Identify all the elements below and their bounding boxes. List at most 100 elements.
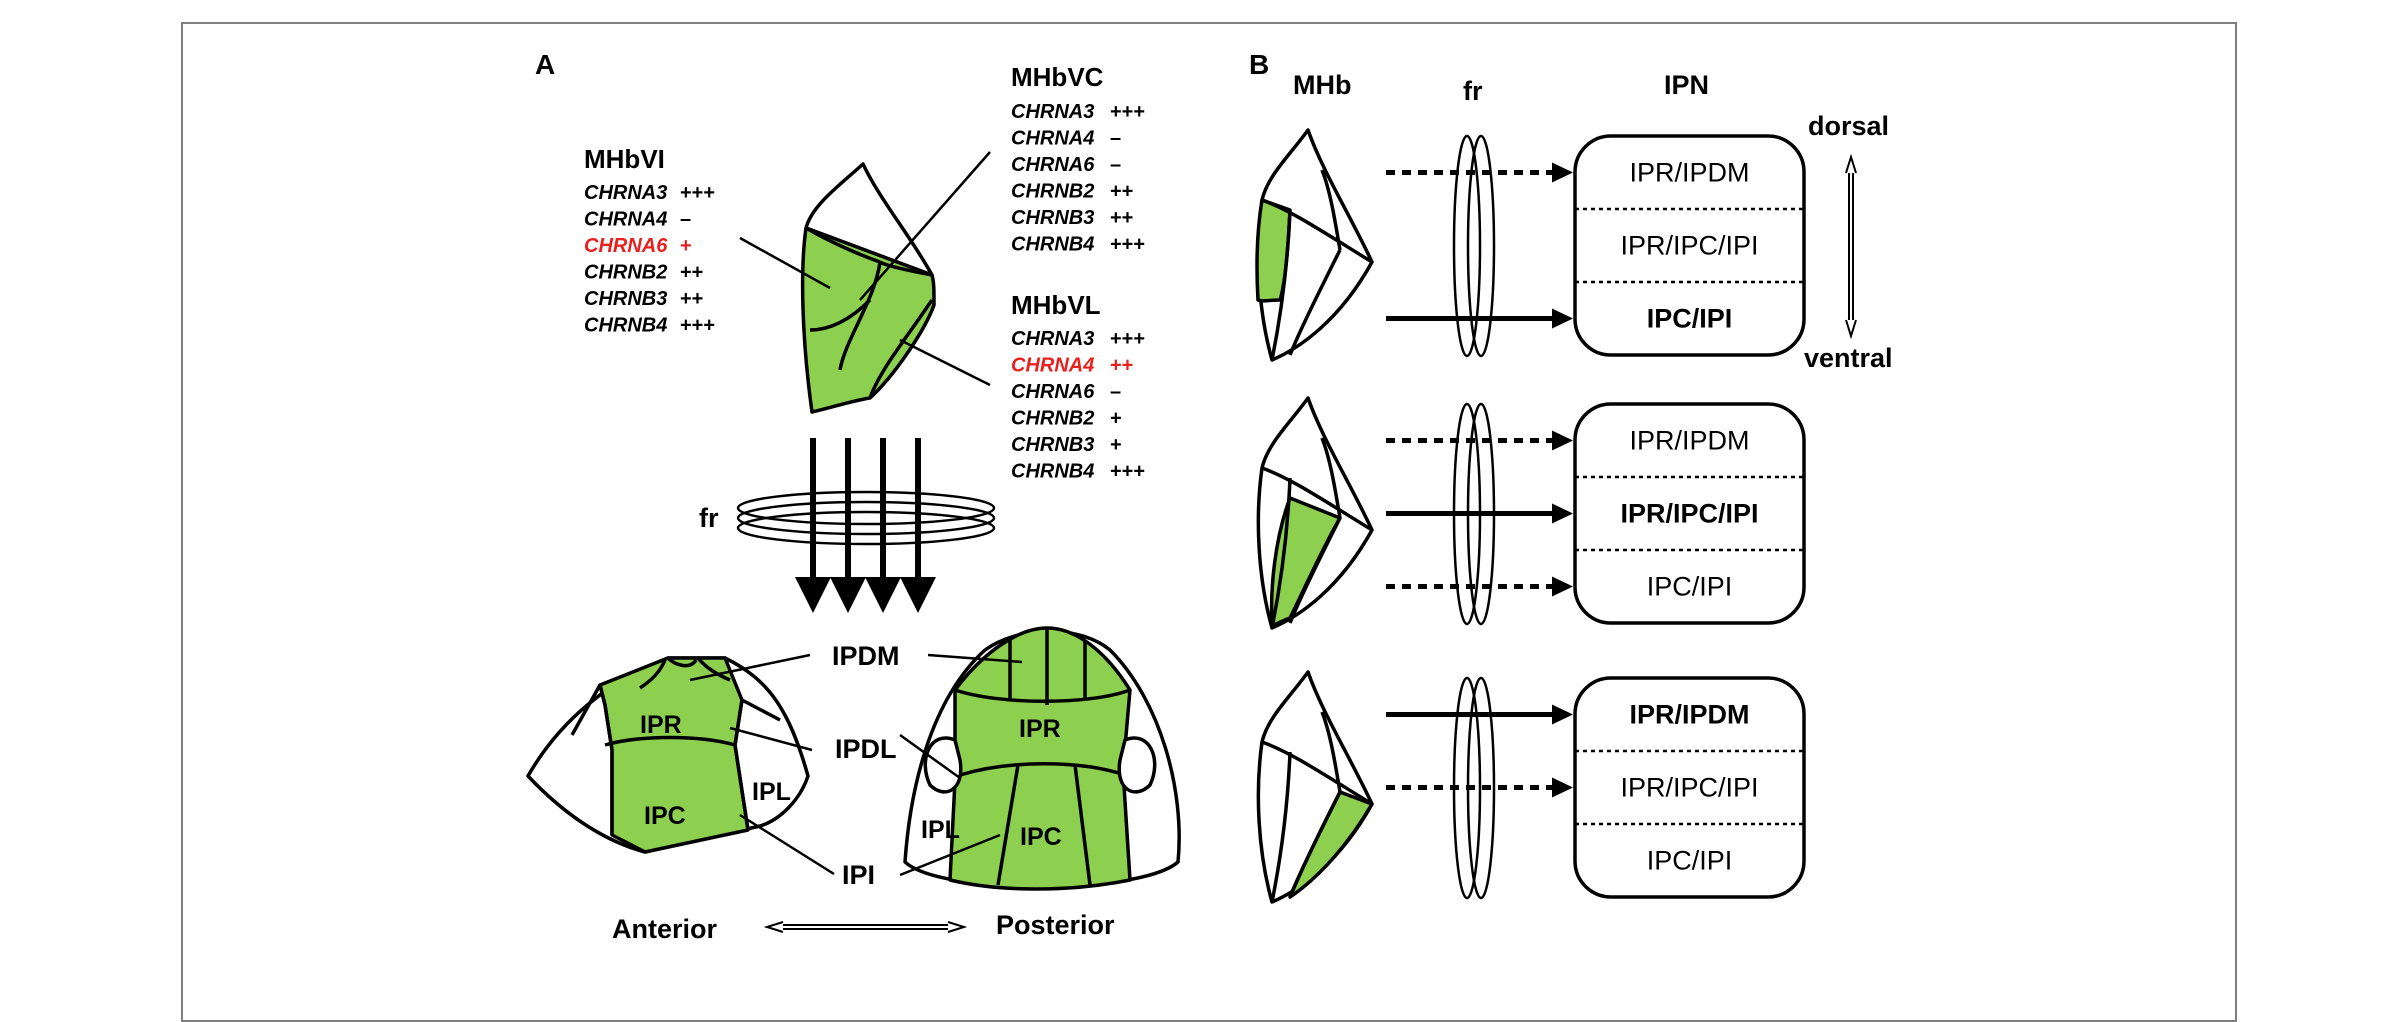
arrowhead-0-1 — [1552, 308, 1573, 329]
mhbvl-level-4: + — [1110, 434, 1122, 456]
ipn-box-1 — [1573, 402, 1806, 625]
mhbvc-level-0: +++ — [1110, 101, 1145, 123]
posterior-label: Posterior — [996, 910, 1115, 940]
mhbvi-title: MHbVI — [584, 144, 665, 174]
ipn-zone-1-0: IPR/IPDM — [1629, 426, 1749, 456]
ipn-zone-1-2: IPC/IPI — [1647, 572, 1733, 602]
dorsal-ventral-arrow — [1845, 153, 1857, 340]
habenula-small-1 — [1256, 396, 1374, 630]
mhbvi-gene-0: CHRNA3 — [584, 182, 667, 204]
ipn-zone-1-1: IPR/IPC/IPI — [1620, 499, 1758, 529]
mhbvc-gene-0: CHRNA3 — [1011, 101, 1094, 123]
mhbvl-level-1: ++ — [1110, 355, 1133, 377]
habenula-small-2 — [1256, 670, 1374, 904]
mhbvc-table: MHbVC CHRNA3 +++CHRNA4 –CHRNA6 –CHRNB2 ++CHR… — [1011, 62, 1145, 256]
ipc-label-anterior: IPC — [644, 802, 686, 830]
ipn-zone-2-2: IPC/IPI — [1647, 846, 1733, 876]
ipr-label-anterior: IPR — [640, 711, 682, 739]
mhbvl-gene-5: CHRNB4 — [1011, 461, 1094, 483]
mhbvl-level-2: – — [1110, 381, 1121, 403]
panel-a-letter: A — [535, 49, 555, 80]
mhbvc-title: MHbVC — [1011, 62, 1104, 92]
mhbvl-gene-1: CHRNA4 — [1011, 355, 1094, 377]
fr-rings-a — [736, 490, 996, 546]
panel-b-row-1: IPR/IPDM IPR/IPC/IPI IPC/IPI — [1256, 396, 1806, 630]
mhbvl-level-3: + — [1110, 408, 1122, 430]
mhbvl-level-0: +++ — [1110, 328, 1145, 350]
arrowhead-2-1 — [1552, 777, 1573, 798]
anterior-posterior-arrow — [763, 921, 968, 933]
figure-canvas: A MHbVI CHRNA3 +++CHRNA4 –CHRNA6 +CHRNB2 ++C… — [526, 49, 1893, 944]
ipdl-label: IPDL — [835, 734, 897, 764]
arrowhead-1-0 — [1552, 430, 1573, 451]
fr-rings-b-0 — [1452, 134, 1496, 358]
mhbvi-level-1: – — [680, 209, 691, 231]
mhbvc-level-4: ++ — [1110, 207, 1133, 229]
ipn-label: IPN — [1664, 70, 1709, 100]
anterior-label: Anterior — [612, 914, 718, 944]
mhbvc-level-5: +++ — [1110, 234, 1145, 256]
ipl-label-posterior: IPL — [921, 816, 960, 844]
arrowhead-2-0 — [1552, 704, 1573, 725]
ipn-zone-0-1: IPR/IPC/IPI — [1620, 231, 1758, 261]
fr-label-a: fr — [699, 503, 719, 533]
panel-b-row-2: IPR/IPDM IPR/IPC/IPI IPC/IPI — [1256, 670, 1806, 904]
mhbvi-gene-1: CHRNA4 — [584, 209, 667, 231]
ipn-box-2 — [1573, 676, 1806, 899]
ipn-leaders — [689, 653, 1023, 877]
panel-b-rows: IPR/IPDMIPR/IPC/IPIIPC/IPIIPR/IPDMIPR/IP… — [1255, 128, 1806, 904]
ipn-box-0 — [1573, 134, 1806, 357]
mhbvi-table: MHbVI CHRNA3 +++CHRNA4 –CHRNA6 +CHRNB2 ++CHR… — [584, 144, 715, 337]
mhbvc-gene-1: CHRNA4 — [1011, 128, 1094, 150]
mhbvi-gene-4: CHRNB3 — [584, 288, 667, 310]
arrowhead-1-2 — [1552, 576, 1573, 597]
mhbvc-rows: CHRNA3 +++CHRNA4 –CHRNA6 –CHRNB2 ++CHRNB3 ++C… — [1011, 101, 1145, 256]
mhbvc-gene-3: CHRNB2 — [1011, 181, 1094, 203]
mhbvi-level-5: +++ — [680, 315, 715, 337]
mhbvc-gene-2: CHRNA6 — [1011, 154, 1095, 176]
mhbvl-gene-0: CHRNA3 — [1011, 328, 1094, 350]
mhbvc-level-2: – — [1110, 154, 1121, 176]
mhbvc-gene-4: CHRNB3 — [1011, 207, 1094, 229]
ipn-zone-0-0: IPR/IPDM — [1629, 158, 1749, 188]
arrowhead-1-1 — [1552, 503, 1573, 524]
fr-label-b: fr — [1463, 76, 1483, 106]
ipdm-label: IPDM — [832, 641, 900, 671]
ipi-label: IPI — [842, 860, 875, 890]
mhbvl-level-5: +++ — [1110, 461, 1145, 483]
dorsal-label: dorsal — [1808, 111, 1889, 141]
mhbvl-rows: CHRNA3 +++ CHRNA4 ++ CHRNA6 –CHRNB2 + CHRNB3 + CH… — [1011, 328, 1145, 483]
mhbvi-level-0: +++ — [680, 182, 715, 204]
mhbvi-gene-2: CHRNA6 — [584, 235, 668, 257]
mhbvi-rows: CHRNA3 +++ CHRNA4 –CHRNA6 + CHRNB2 ++ CHRNB3 ++ C… — [584, 182, 715, 337]
mhbvc-gene-5: CHRNB4 — [1011, 234, 1094, 256]
mhbvl-table: MHbVL CHRNA3 +++CHRNA4 ++CHRNA6 –CHRNB2 +CHR… — [1011, 290, 1145, 483]
ipn-zone-0-2: IPC/IPI — [1647, 304, 1733, 334]
ipn-zone-2-1: IPR/IPC/IPI — [1620, 773, 1758, 803]
arrowhead-0-0 — [1552, 162, 1573, 183]
panel-b-row-0: IPR/IPDM IPR/IPC/IPI IPC/IPI — [1255, 128, 1806, 362]
mhbvl-gene-2: CHRNA6 — [1011, 381, 1095, 403]
mhbvl-gene-4: CHRNB3 — [1011, 434, 1094, 456]
mhbvc-leader — [859, 151, 991, 301]
habenula-small-0 — [1255, 128, 1374, 362]
ipl-label-anterior: IPL — [752, 778, 791, 806]
mhbvi-level-2: + — [680, 235, 692, 257]
mhbvi-gene-5: CHRNB4 — [584, 315, 667, 337]
mhbvi-gene-3: CHRNB2 — [584, 262, 667, 284]
panel-b-letter: B — [1249, 49, 1269, 80]
mhbvi-level-3: ++ — [680, 262, 703, 284]
mhbvc-level-3: ++ — [1110, 181, 1133, 203]
mhbvl-title: MHbVL — [1011, 290, 1101, 320]
ipn-posterior — [903, 626, 1181, 891]
ipr-label-posterior: IPR — [1019, 715, 1061, 743]
ipc-label-posterior: IPC — [1020, 823, 1062, 851]
mhbvi-level-4: ++ — [680, 288, 703, 310]
habenula-large — [800, 162, 936, 414]
mhb-label: MHb — [1293, 70, 1351, 100]
mhbvc-level-1: – — [1110, 128, 1121, 150]
ipn-anterior — [526, 656, 810, 854]
ipn-zone-2-0: IPR/IPDM — [1629, 700, 1749, 730]
mhbvi-leader — [739, 236, 831, 290]
mhbvl-gene-3: CHRNB2 — [1011, 408, 1094, 430]
